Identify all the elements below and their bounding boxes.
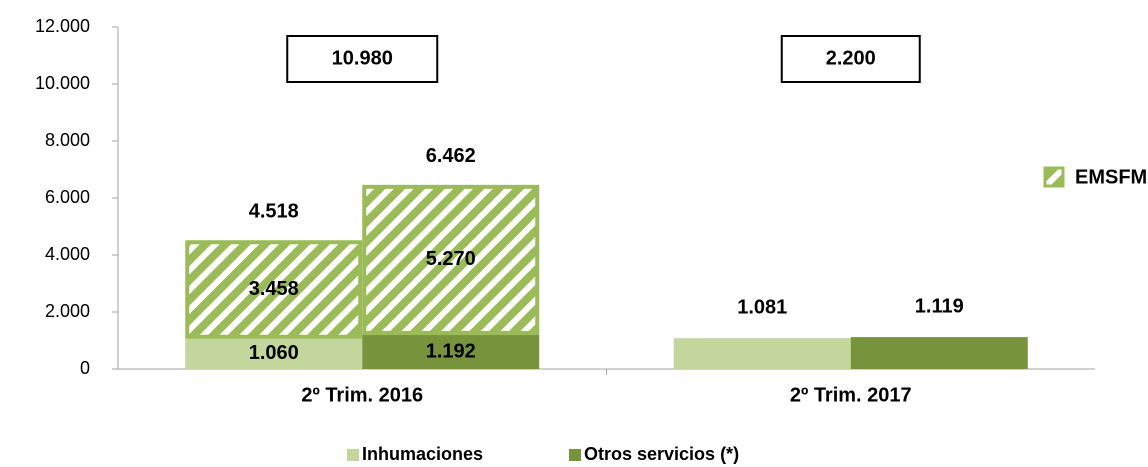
legend-swatch [347,449,359,461]
group-total-box [780,35,921,83]
bar [185,338,363,369]
bar-emsfm [185,240,363,339]
y-tick-label: 10.000 [35,73,90,93]
value-label: 1.081 [737,296,787,318]
y-tick-label: 6.000 [45,187,90,207]
y-tick-label: 8.000 [45,130,90,150]
total-label: 6.462 [426,145,476,167]
value-label: 5.270 [426,248,476,270]
legend-swatch [1043,166,1065,188]
group-total-box [286,35,439,83]
bar [850,337,1028,369]
y-tick-label: 12.000 [35,16,90,36]
legend-label: EMSFM [1075,166,1147,188]
legend-label: Otros servicios (*) [584,444,739,464]
group-total: 2.200 [826,47,876,69]
bar [673,338,851,369]
x-tick-label: 2º Trim. 2017 [790,384,912,406]
legend-swatch [569,449,581,461]
value-label: 1.060 [249,342,299,364]
bar-emsfm [362,184,540,336]
group-total: 10.980 [332,47,393,69]
y-tick-label: 2.000 [45,301,90,321]
legend-label: Inhumaciones [362,444,483,464]
y-tick-label: 0 [80,358,90,378]
total-label: 4.518 [249,201,299,223]
y-tick-label: 4.000 [45,244,90,264]
x-tick-label: 2º Trim. 2016 [301,384,423,406]
value-label: 1.119 [915,295,964,317]
value-label: 1.192 [426,340,476,362]
bar [362,335,540,369]
value-label: 3.458 [249,278,299,300]
